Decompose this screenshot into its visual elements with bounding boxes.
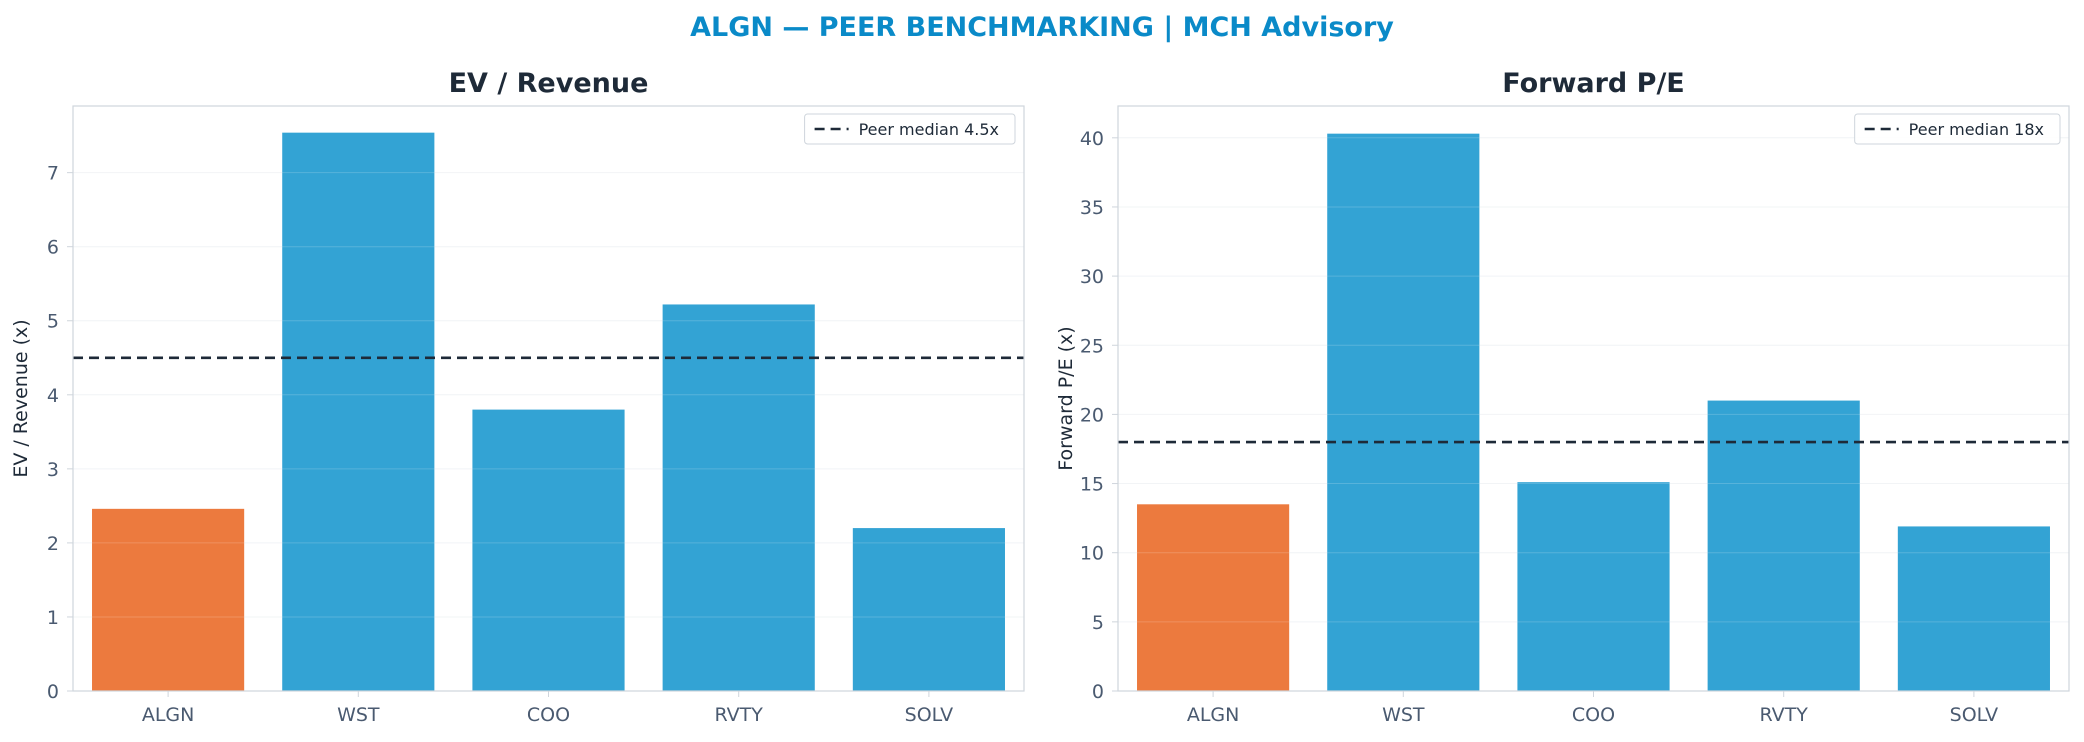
y-tick-label: 35 — [1080, 197, 1104, 219]
x-tick-label: WST — [337, 704, 380, 726]
x-tick-label: COO — [527, 704, 570, 726]
bar-algn — [1137, 504, 1290, 691]
bar-rvty — [662, 304, 815, 691]
y-axis-label: EV / Revenue (x) — [10, 319, 32, 477]
x-tick-label: SOLV — [1950, 704, 1999, 726]
bar-coo — [1517, 482, 1670, 691]
y-tick-label: 4 — [47, 385, 59, 407]
chart-panels: ALGN WST COO RVTY SOLV 0 1 2 3 4 5 6 7 EV / Revenue EV… — [10, 68, 2070, 726]
y-tick-label: 6 — [47, 237, 59, 259]
y-tick-label: 5 — [1092, 612, 1104, 634]
bar-wst — [1327, 133, 1480, 692]
y-tick-label: 15 — [1080, 474, 1104, 496]
legend-label: Peer median 18x — [1909, 120, 2044, 139]
y-tick-label: 0 — [47, 681, 59, 703]
chart-panel-2: ALGN WST COO RVTY SOLV 0 5 10 15 20 25 30 35 40 Forwar… — [1055, 68, 2070, 726]
y-tick-label: 5 — [47, 311, 59, 333]
plot-frame — [1117, 105, 2070, 692]
y-tick-label: 10 — [1080, 543, 1104, 565]
y-axis-label: Forward P/E (x) — [1055, 326, 1077, 470]
legend-box — [804, 113, 1016, 145]
bar-solv — [1897, 526, 2050, 691]
x-tick-label: SOLV — [905, 704, 954, 726]
y-tick-label: 1 — [47, 607, 59, 629]
legend-box — [1854, 113, 2061, 145]
legend: Peer median 4.5x — [804, 113, 1016, 145]
bar-wst — [282, 132, 435, 692]
x-tick-label: WST — [1382, 704, 1425, 726]
chart-title: Forward P/E — [1502, 68, 1685, 99]
y-tick-label: 2 — [47, 533, 59, 555]
y-tick-label: 30 — [1080, 266, 1104, 288]
x-tick-label: COO — [1572, 704, 1615, 726]
y-tick-label: 25 — [1080, 335, 1104, 357]
figure-title: ALGN — PEER BENCHMARKING | MCH Advisory — [690, 12, 1394, 43]
plot-frame — [72, 105, 1025, 692]
bar-rvty — [1707, 400, 1860, 691]
chart-panel-1: ALGN WST COO RVTY SOLV 0 1 2 3 4 5 6 7 EV / Revenue EV… — [10, 68, 1025, 726]
x-tick-label: RVTY — [1760, 704, 1809, 726]
y-tick-label: 7 — [47, 163, 59, 185]
x-tick-label: ALGN — [142, 704, 195, 726]
legend: Peer median 18x — [1854, 113, 2061, 145]
bar-solv — [852, 528, 1005, 691]
bar-coo — [472, 409, 625, 691]
chart-title: EV / Revenue — [449, 68, 649, 99]
y-tick-label: 40 — [1080, 128, 1104, 150]
bar-algn — [92, 508, 245, 691]
y-tick-label: 20 — [1080, 404, 1104, 426]
legend-label: Peer median 4.5x — [859, 120, 999, 139]
y-tick-label: 3 — [47, 459, 59, 481]
x-tick-label: RVTY — [715, 704, 764, 726]
x-tick-label: ALGN — [1187, 704, 1240, 726]
y-tick-label: 0 — [1092, 681, 1104, 703]
